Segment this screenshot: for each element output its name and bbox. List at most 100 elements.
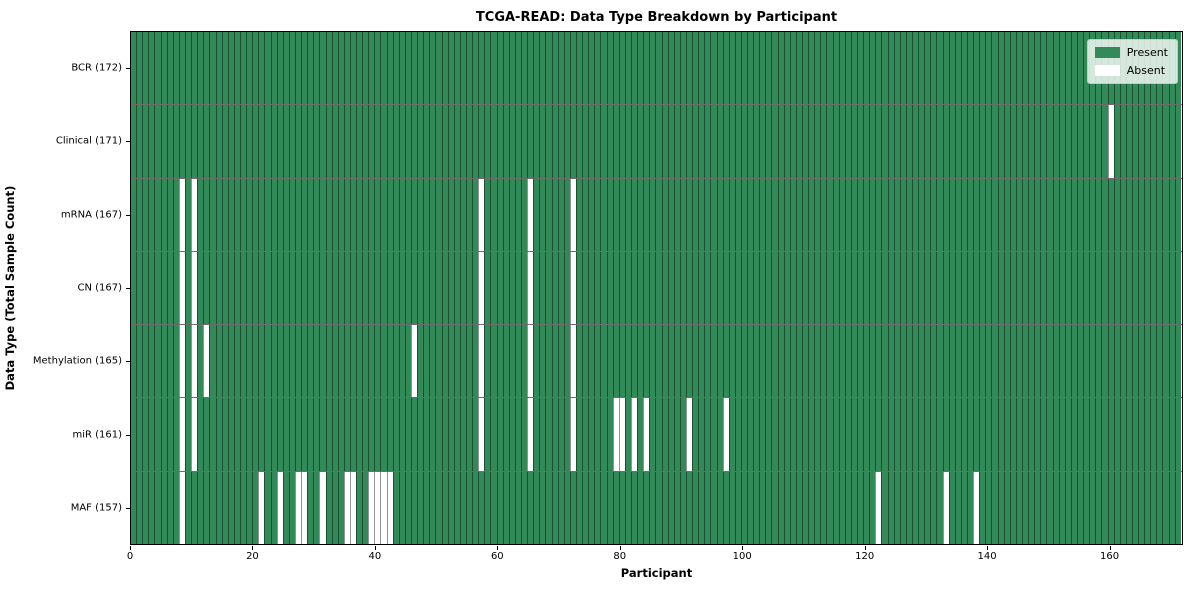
present-cell-cn-53 <box>453 251 460 325</box>
present-cell-maf-158 <box>1095 471 1102 544</box>
present-cell-methylation-144 <box>1009 325 1016 398</box>
present-cell-mrna-3 <box>148 178 155 251</box>
present-cell-cn-120 <box>863 251 870 325</box>
present-cell-methylation-117 <box>844 325 851 398</box>
absent-cell-methylation-72 <box>569 325 576 398</box>
y-tick-label-4: Methylation (165) <box>32 355 122 367</box>
present-cell-bcr-101 <box>747 32 754 105</box>
present-cell-maf-61 <box>502 471 509 544</box>
present-cell-mrna-88 <box>667 178 674 251</box>
present-cell-clinical-78 <box>606 105 613 178</box>
present-cell-mir-29 <box>307 398 314 471</box>
present-cell-clinical-146 <box>1021 105 1029 178</box>
present-cell-cn-92 <box>692 251 699 325</box>
present-cell-mir-33 <box>331 398 338 471</box>
present-cell-cn-161 <box>1113 251 1120 325</box>
present-cell-mrna-89 <box>673 178 680 251</box>
present-cell-clinical-121 <box>869 105 876 178</box>
present-cell-cn-28 <box>301 251 308 325</box>
present-cell-cn-86 <box>655 251 662 325</box>
present-cell-clinical-66 <box>533 105 540 178</box>
present-cell-bcr-64 <box>521 32 528 105</box>
present-cell-clinical-64 <box>521 105 528 178</box>
present-cell-clinical-60 <box>496 105 503 178</box>
present-cell-mir-117 <box>844 398 851 471</box>
present-cell-mir-108 <box>789 398 796 471</box>
present-cell-bcr-36 <box>349 32 357 105</box>
present-cell-methylation-138 <box>973 325 980 398</box>
present-cell-maf-110 <box>802 471 809 544</box>
heatmap-row-mrna <box>131 178 1182 252</box>
present-cell-maf-148 <box>1034 471 1041 544</box>
present-cell-clinical-171 <box>1174 105 1181 178</box>
present-cell-mrna-111 <box>808 178 815 251</box>
present-cell-methylation-145 <box>1015 325 1022 398</box>
present-cell-mir-46 <box>411 398 418 471</box>
present-cell-mir-35 <box>343 398 350 471</box>
present-cell-maf-117 <box>844 471 851 544</box>
present-cell-clinical-123 <box>881 105 888 178</box>
present-cell-bcr-97 <box>722 32 729 105</box>
present-cell-mir-136 <box>960 398 967 471</box>
present-cell-bcr-77 <box>600 32 607 105</box>
present-cell-clinical-122 <box>875 105 882 178</box>
absent-cell-maf-42 <box>386 471 393 544</box>
present-cell-cn-165 <box>1138 251 1145 325</box>
present-cell-mir-73 <box>575 398 583 471</box>
present-cell-cn-114 <box>826 251 833 325</box>
present-cell-maf-132 <box>936 471 943 544</box>
present-cell-maf-87 <box>661 471 668 544</box>
present-cell-methylation-91 <box>685 325 693 398</box>
present-cell-cn-93 <box>698 251 705 325</box>
present-cell-mir-164 <box>1131 398 1139 471</box>
present-cell-cn-74 <box>582 251 589 325</box>
present-cell-mrna-13 <box>209 178 216 251</box>
present-cell-methylation-76 <box>594 325 601 398</box>
present-cell-maf-12 <box>203 471 210 544</box>
absent-cell-mir-8 <box>178 398 185 471</box>
present-cell-maf-94 <box>704 471 711 544</box>
present-cell-methylation-116 <box>838 325 845 398</box>
present-cell-maf-22 <box>264 471 271 544</box>
present-cell-maf-141 <box>991 471 998 544</box>
present-cell-mir-44 <box>398 398 405 471</box>
present-cell-bcr-85 <box>649 32 656 105</box>
present-cell-cn-157 <box>1089 251 1096 325</box>
present-cell-clinical-27 <box>294 105 302 178</box>
present-cell-methylation-132 <box>936 325 943 398</box>
present-cell-cn-18 <box>239 251 247 325</box>
present-cell-cn-124 <box>887 251 894 325</box>
present-cell-bcr-126 <box>899 32 906 105</box>
present-cell-maf-169 <box>1162 471 1169 544</box>
present-cell-clinical-149 <box>1040 105 1047 178</box>
present-cell-clinical-23 <box>270 105 277 178</box>
present-cell-methylation-83 <box>637 325 644 398</box>
present-cell-methylation-7 <box>172 325 179 398</box>
present-cell-methylation-77 <box>600 325 607 398</box>
present-cell-bcr-139 <box>979 32 986 105</box>
present-cell-methylation-148 <box>1034 325 1041 398</box>
present-cell-clinical-169 <box>1162 105 1169 178</box>
present-cell-mir-121 <box>869 398 876 471</box>
present-cell-methylation-151 <box>1052 325 1059 398</box>
present-cell-mir-126 <box>899 398 906 471</box>
present-cell-maf-1 <box>136 471 143 544</box>
present-cell-clinical-118 <box>850 105 858 178</box>
present-cell-bcr-30 <box>313 32 320 105</box>
present-cell-mir-39 <box>368 398 375 471</box>
absent-cell-mrna-65 <box>527 178 534 251</box>
present-cell-mir-161 <box>1113 398 1120 471</box>
present-cell-cn-36 <box>349 251 357 325</box>
present-cell-methylation-61 <box>502 325 509 398</box>
present-cell-mir-88 <box>667 398 674 471</box>
present-cell-cn-148 <box>1034 251 1041 325</box>
present-cell-mir-128 <box>912 398 919 471</box>
present-cell-maf-92 <box>692 471 699 544</box>
present-cell-mrna-145 <box>1015 178 1022 251</box>
present-cell-mir-170 <box>1168 398 1175 471</box>
x-tick-mark-0 <box>130 546 131 550</box>
present-cell-clinical-95 <box>710 105 717 178</box>
present-cell-cn-115 <box>832 251 839 325</box>
present-cell-cn-77 <box>600 251 607 325</box>
